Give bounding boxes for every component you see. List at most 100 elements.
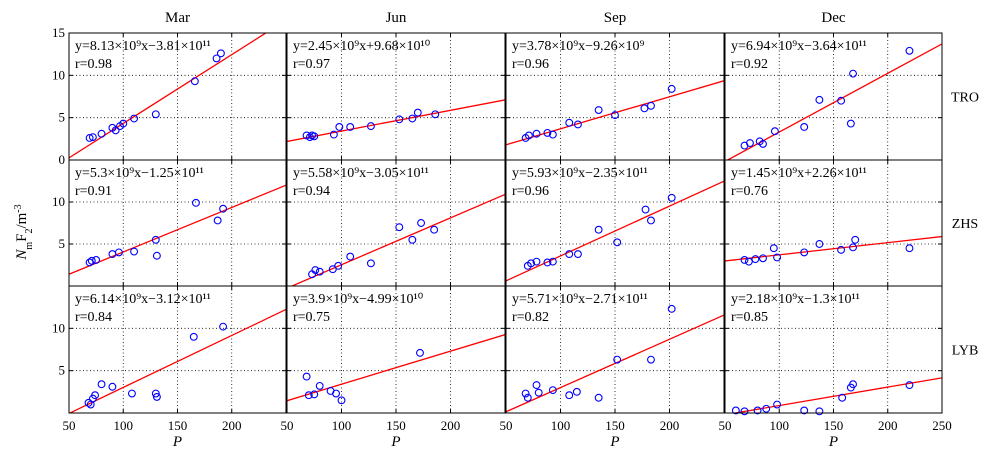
data-point (641, 205, 650, 214)
data-point (366, 259, 375, 268)
data-point (189, 332, 198, 341)
data-point (851, 235, 860, 244)
data-point (751, 255, 760, 264)
y-tick-label: 5 (59, 110, 66, 125)
data-point (108, 382, 117, 391)
data-point (310, 132, 319, 141)
data-point (613, 355, 622, 364)
data-point (773, 253, 782, 262)
data-point (594, 393, 603, 402)
panel-lyb-jun: y=3.9×10⁹x−4.99×10¹⁰ r=0.75 50 100 150 200 P (281, 285, 506, 450)
data-point (127, 389, 136, 398)
data-point (190, 77, 199, 86)
data-point (152, 392, 161, 401)
data-point (335, 123, 344, 131)
y-tick-label: 15 (52, 25, 65, 40)
data-point (152, 251, 161, 260)
data-point (773, 400, 782, 409)
data-point (746, 139, 754, 148)
data-point (97, 380, 106, 389)
data-point (408, 114, 417, 123)
data-point (647, 101, 655, 110)
x-tick-label: 100 (770, 418, 790, 433)
column-title-mar: Mar (165, 10, 190, 26)
data-point (305, 133, 314, 142)
data-point (219, 204, 228, 213)
data-point (413, 108, 422, 117)
fit-line (726, 43, 942, 160)
r-label: r=0.75 (293, 310, 330, 325)
panel-lyb-mar: y=6.14×10⁹x−3.12×10¹¹ r=0.84 5 10 50 100 150 20… (52, 285, 287, 450)
panel-zhs-dec: y=1.45×10⁹x+2.26×10¹¹ r=0.76 (724, 159, 943, 287)
data-point (334, 261, 343, 270)
x-tick-label: 50 (63, 418, 76, 433)
x-axis-label: P (172, 434, 182, 450)
x-tick-label: 250 (932, 418, 952, 433)
r-label: r=0.84 (75, 310, 112, 325)
column-title-sep: Sep (604, 10, 627, 26)
data-point (534, 388, 543, 397)
data-point (395, 115, 404, 124)
data-point (548, 130, 557, 139)
data-point (753, 406, 762, 415)
fit-line (725, 235, 942, 262)
data-point (337, 396, 346, 405)
data-point (532, 381, 541, 390)
data-point (304, 391, 313, 400)
equation-label: y=5.71×10⁹x−2.71×10¹¹ (512, 292, 648, 307)
data-point (213, 216, 222, 225)
equation-label: y=5.93×10⁹x−2.35×10¹¹ (512, 166, 648, 181)
data-point (332, 389, 340, 398)
data-point (759, 254, 767, 263)
data-point (85, 134, 94, 142)
equation-label: y=8.13×10⁹x−3.81×10¹¹ (75, 39, 211, 54)
x-tick-label: 50 (719, 418, 732, 433)
r-label: r=0.85 (731, 310, 768, 325)
data-point (800, 123, 809, 131)
data-point (667, 304, 676, 313)
data-point (815, 240, 824, 248)
r-label: r=0.94 (293, 184, 330, 199)
y-tick-label: 0 (59, 152, 66, 167)
data-point (759, 139, 767, 148)
equation-label: y=1.45×10⁹x+2.26×10¹¹ (731, 166, 867, 181)
data-point (346, 123, 355, 131)
panel-zhs-mar: y=5.3×10⁹x−1.25×10¹¹ r=0.91 5 10 (52, 159, 287, 287)
x-tick-label: 200 (660, 418, 680, 433)
data-point (846, 119, 855, 128)
data-point (770, 127, 779, 136)
data-point (769, 244, 778, 253)
fit-line (69, 184, 286, 275)
row-label-lyb: LYB (952, 344, 979, 359)
r-label: r=0.98 (75, 57, 112, 72)
data-point (849, 380, 857, 389)
data-point (647, 355, 655, 364)
panel-lyb-sep: y=5.71×10⁹x−2.71×10¹¹ r=0.82 50 100 150 200 P (500, 285, 725, 450)
data-point (640, 104, 649, 113)
data-point (548, 257, 557, 266)
data-point (573, 120, 582, 129)
data-point (92, 256, 101, 264)
data-point (905, 46, 914, 55)
x-tick-label: 150 (824, 418, 844, 433)
data-point (532, 129, 541, 138)
panel-zhs-jun: y=5.58×10⁹x−3.05×10¹¹ r=0.94 (286, 159, 506, 287)
data-point (216, 49, 225, 58)
data-point (667, 193, 676, 202)
row-label-tro: TRO (951, 91, 979, 106)
fit-line (506, 314, 724, 413)
data-point (667, 84, 676, 93)
data-point (315, 267, 324, 276)
data-point (800, 406, 809, 415)
y-axis-label: NmF2/m-3 (13, 204, 35, 260)
r-label: r=0.91 (75, 184, 112, 199)
x-tick-label: 50 (281, 418, 294, 433)
y-tick-label: 10 (52, 194, 65, 209)
r-label: r=0.97 (293, 57, 330, 72)
data-point (594, 106, 603, 114)
x-tick-label: 200 (222, 418, 242, 433)
fit-line (506, 80, 724, 146)
x-tick-label: 100 (332, 418, 352, 433)
data-point (87, 256, 96, 265)
